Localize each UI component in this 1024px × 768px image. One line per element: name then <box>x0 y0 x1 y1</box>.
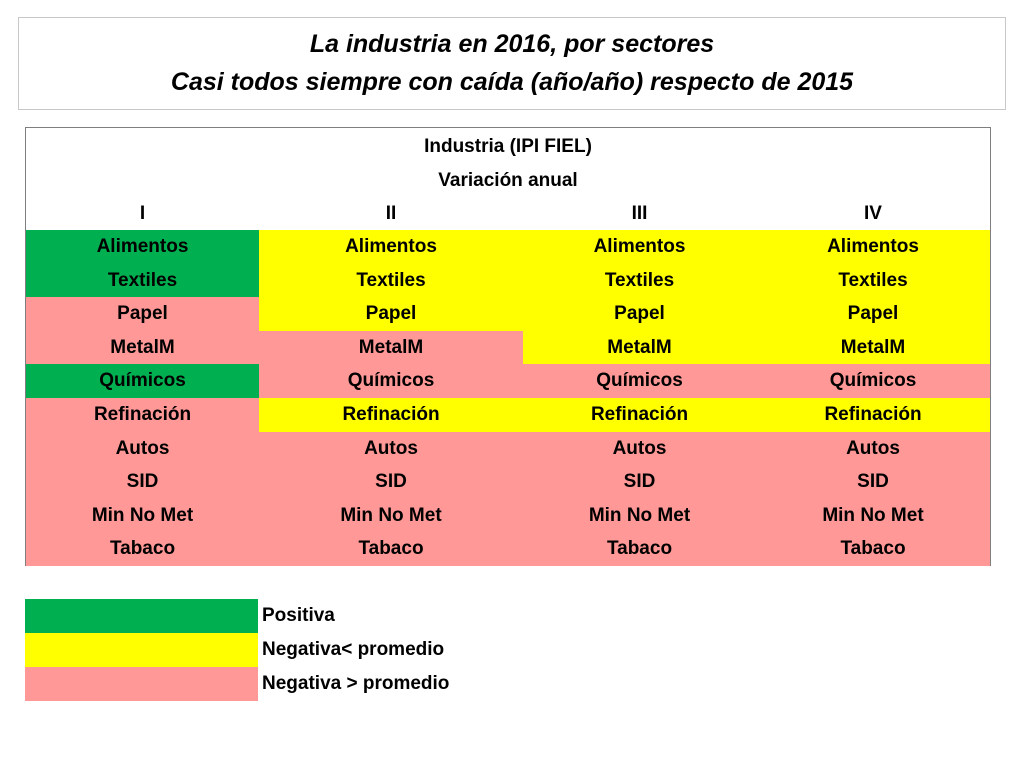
sector-cell: Autos <box>26 431 259 466</box>
table-row: MetalM MetalM MetalM MetalM <box>26 330 990 365</box>
sector-cell: Químicos <box>523 364 756 398</box>
sector-cell: SID <box>26 465 259 499</box>
quarter-header-1: I <box>139 203 146 224</box>
title-box: La industria en 2016, por sectores Casi … <box>18 17 1006 110</box>
table-row: Autos Autos Autos Autos <box>26 431 990 466</box>
sector-cell: Tabaco <box>523 532 756 566</box>
sector-cell: Químicos <box>259 364 523 398</box>
sector-table: Industria (IPI FIEL) Variación anual I I… <box>25 127 991 566</box>
sector-cell: Papel <box>756 297 990 331</box>
slide-title: La industria en 2016, por sectores <box>309 30 715 58</box>
sector-cell: Alimentos <box>523 230 756 264</box>
legend-swatch-negativa-menor <box>25 633 258 667</box>
table-row: Químicos Químicos Químicos Químicos <box>26 364 990 398</box>
sector-cell: Autos <box>523 431 756 466</box>
sector-cell: Alimentos <box>26 230 259 264</box>
table-row: Alimentos Alimentos Alimentos Alimentos <box>26 230 990 264</box>
sector-cell: Alimentos <box>259 230 523 264</box>
sector-cell: Tabaco <box>26 532 259 566</box>
sector-cell: SID <box>259 465 523 499</box>
sector-cell: MetalM <box>259 330 523 365</box>
table-row: SID SID SID SID <box>26 465 990 499</box>
sector-cell: Papel <box>523 297 756 331</box>
sector-cell: MetalM <box>523 330 756 365</box>
legend-swatch-positiva <box>25 599 258 633</box>
table-header-index: Industria (IPI FIEL) <box>424 136 592 157</box>
sector-cell: Tabaco <box>259 532 523 566</box>
sector-cell: MetalM <box>26 330 259 365</box>
sector-cell: Papel <box>26 297 259 331</box>
sector-cell: Textiles <box>523 263 756 298</box>
sector-cell: Textiles <box>26 263 259 298</box>
sector-cell: Refinación <box>523 398 756 432</box>
sector-cell: Refinación <box>259 398 523 432</box>
sector-cell: Tabaco <box>756 532 990 566</box>
legend-label-negativa-mayor: Negativa > promedio <box>262 673 450 694</box>
table-row: Refinación Refinación Refinación Refinación <box>26 398 990 432</box>
sector-cell: MetalM <box>756 330 990 365</box>
legend-label-negativa-menor: Negativa< promedio <box>262 639 445 660</box>
table-row: Papel Papel Papel Papel <box>26 297 990 331</box>
legend-label-positiva: Positiva <box>262 605 335 626</box>
quarter-header-2: II <box>385 203 397 224</box>
sector-cell: Min No Met <box>756 498 990 533</box>
sector-cell: SID <box>756 465 990 499</box>
table-row: Tabaco Tabaco Tabaco Tabaco <box>26 532 990 566</box>
sector-cell: Textiles <box>259 263 523 298</box>
sector-cell: Autos <box>259 431 523 466</box>
table-header-variation: Variación anual <box>438 170 578 191</box>
legend-swatch-negativa-mayor <box>25 667 258 701</box>
slide-subtitle: Casi todos siempre con caída (año/año) r… <box>170 68 854 96</box>
sector-cell: Papel <box>259 297 523 331</box>
sector-cell: Refinación <box>756 398 990 432</box>
quarter-header-4: IV <box>864 203 882 224</box>
quarter-header-3: III <box>631 203 648 224</box>
sector-cell: Alimentos <box>756 230 990 264</box>
sector-cell: Refinación <box>26 398 259 432</box>
sector-cell: Autos <box>756 431 990 466</box>
sector-cell: Químicos <box>26 364 259 398</box>
sector-cell: Min No Met <box>26 498 259 533</box>
sector-cell: Min No Met <box>523 498 756 533</box>
sector-cell: SID <box>523 465 756 499</box>
table-row: Textiles Textiles Textiles Textiles <box>26 263 990 298</box>
sector-cell: Textiles <box>756 263 990 298</box>
sector-cell: Min No Met <box>259 498 523 533</box>
table-row: Min No Met Min No Met Min No Met Min No Met <box>26 498 990 533</box>
sector-cell: Químicos <box>756 364 990 398</box>
